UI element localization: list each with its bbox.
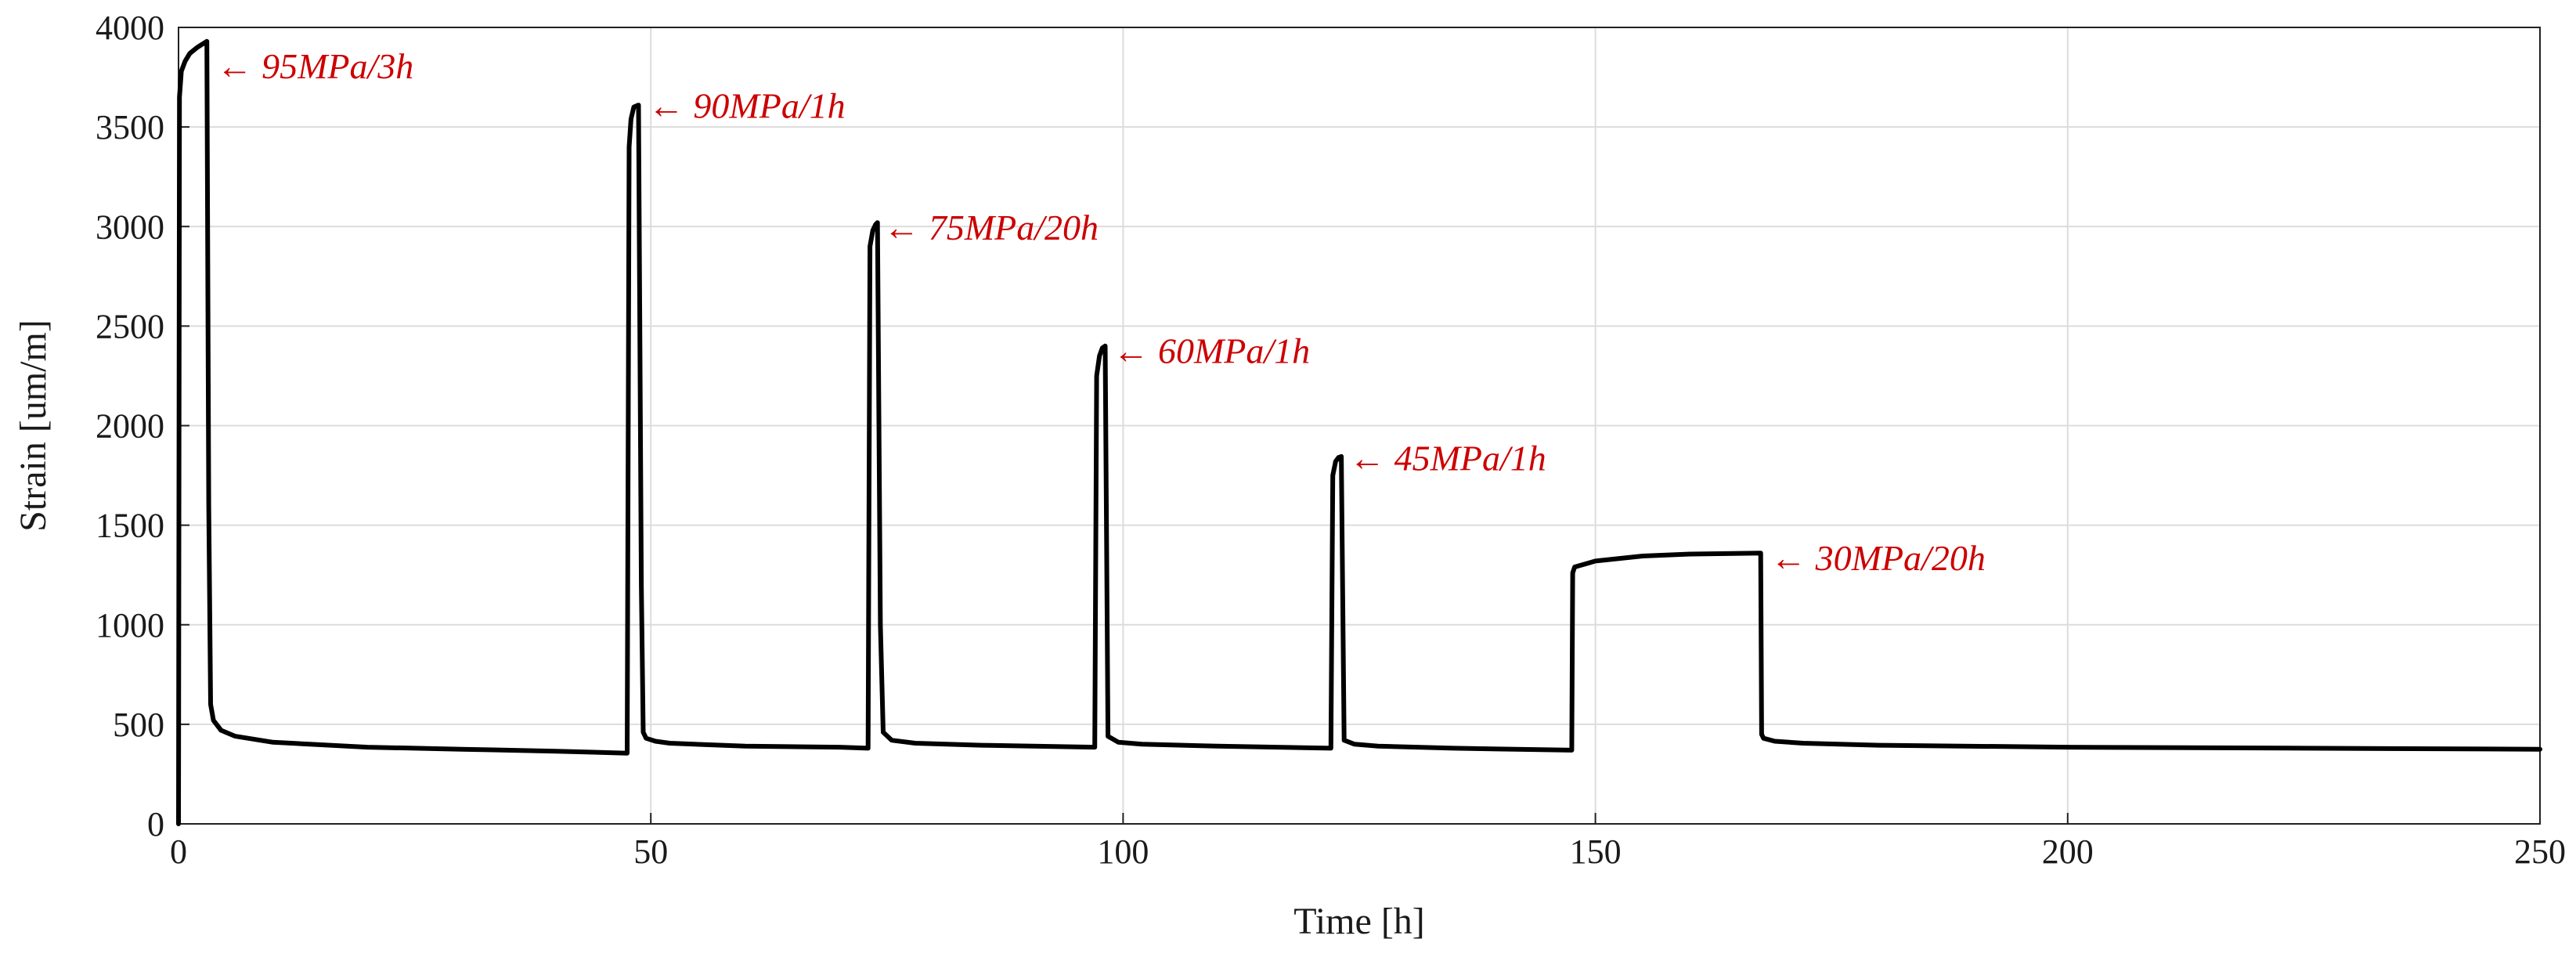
- stress-annotation: ← 75MPa/20h: [883, 208, 1099, 247]
- stress-annotations: ← 95MPa/3h ← 90MPa/1h ← 75MPa/20h ← 60MPa/1…: [217, 46, 1986, 578]
- x-axis-label: Time [h]: [1293, 901, 1425, 942]
- grid-lines: [178, 27, 2541, 825]
- x-tick-label: 100: [1097, 832, 1149, 871]
- strain-series-line: [176, 38, 2542, 826]
- x-tick-label: 50: [633, 832, 668, 871]
- stress-annotation: ← 30MPa/20h: [1770, 538, 1986, 578]
- stress-annotation: ← 95MPa/3h: [217, 46, 414, 86]
- x-tick-label: 200: [2042, 832, 2094, 871]
- y-tick-label: 2000: [96, 407, 164, 446]
- y-tick-label: 500: [113, 706, 164, 744]
- y-tick-label: 3500: [96, 108, 164, 146]
- x-tick-label: 250: [2514, 832, 2566, 871]
- y-tick-label: 1000: [96, 606, 164, 645]
- x-tick-labels: 0 50 100 150 200 250: [170, 832, 2566, 871]
- stress-annotation: ← 90MPa/1h: [648, 86, 846, 126]
- y-tick-labels: 0 500 1000 1500 2000 2500 3000 3500 4000: [96, 9, 164, 843]
- stress-annotation: ← 60MPa/1h: [1113, 330, 1310, 370]
- y-tick-label: 3000: [96, 208, 164, 246]
- y-tick-label: 4000: [96, 9, 164, 47]
- y-tick-label: 0: [147, 805, 164, 843]
- x-tick-label: 150: [1570, 832, 1622, 871]
- y-axis-label: Strain [um/m]: [13, 320, 54, 532]
- y-tick-label: 2500: [96, 307, 164, 345]
- x-tick-label: 0: [170, 832, 187, 871]
- y-tick-label: 1500: [96, 507, 164, 545]
- stress-annotation: ← 45MPa/1h: [1349, 439, 1546, 479]
